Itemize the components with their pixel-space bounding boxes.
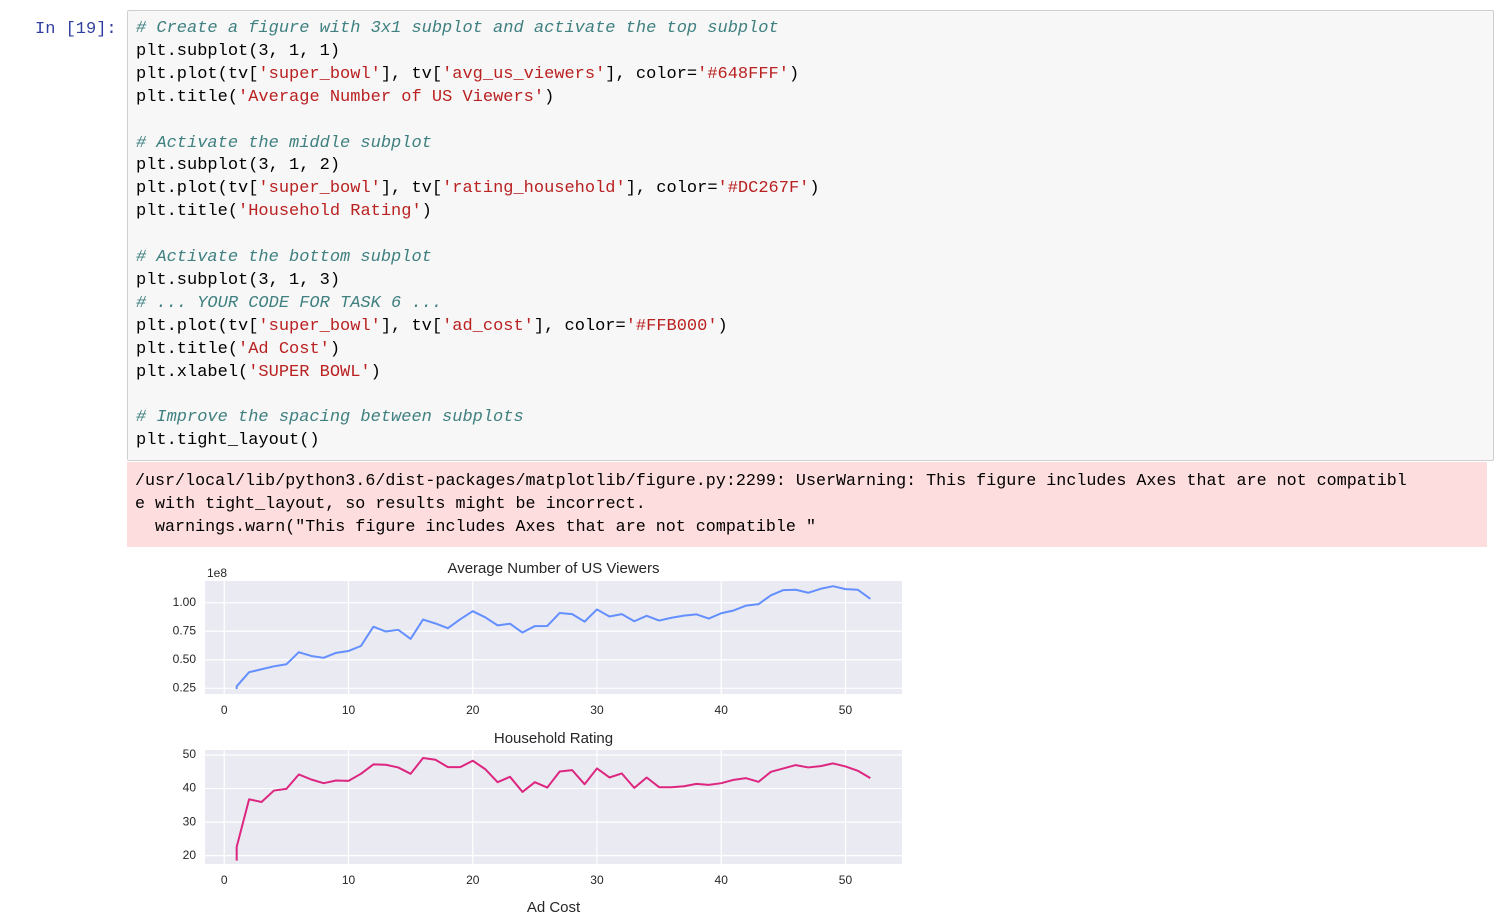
chart-title: Ad Cost (527, 899, 581, 915)
code-token: ], color= (625, 179, 718, 199)
code-line: plt.title('Household Rating') (136, 201, 1485, 224)
code-token: plt.plot(tv[ (136, 316, 259, 336)
chart-title: Household Rating (494, 730, 613, 747)
plot-area (205, 581, 902, 694)
code-string: 'Ad Cost' (238, 339, 330, 359)
code-string: '#648FFF' (697, 64, 789, 84)
y-tick-label: 50 (183, 747, 197, 761)
code-token: plt.subplot(3, 1, 1) (136, 41, 341, 61)
code-token: ], tv[ (380, 316, 443, 336)
x-tick-label: 20 (466, 873, 480, 887)
code-block: # Improve the spacing between subplots pl… (136, 407, 1485, 453)
code-line: # ... YOUR CODE FOR TASK 6 ... (136, 293, 1485, 316)
code-token: ) (544, 87, 555, 107)
data-line (235, 585, 871, 689)
x-tick-label: 30 (590, 873, 604, 887)
code-block: # Activate the bottom subplot plt.subplot… (136, 247, 1485, 384)
code-token: ) (421, 202, 432, 222)
code-token: ) (329, 339, 341, 359)
code-token: ) (809, 179, 820, 199)
code-cell[interactable]: # Create a figure with 3x1 subplot and a… (127, 10, 1494, 462)
y-tick-label: 0.75 (173, 623, 197, 637)
code-token: ], color= (533, 316, 626, 336)
x-tick-label: 20 (466, 703, 480, 717)
x-tick-label: 50 (839, 703, 853, 717)
x-tick-label: 10 (342, 703, 356, 717)
stderr-line: /usr/local/lib/python3.6/dist-packages/m… (135, 472, 1407, 491)
code-string: 'ad_cost' (442, 316, 534, 336)
code-comment: # Activate the bottom subplot (136, 248, 432, 268)
axis-offset: 1e8 (207, 566, 227, 580)
code-block: # Create a figure with 3x1 subplot and a… (136, 18, 1485, 110)
code-line: plt.plot(tv['super_bowl'], tv['ad_cost']… (136, 316, 1485, 339)
code-line: # Create a figure with 3x1 subplot and a… (136, 18, 1485, 41)
x-tick-label: 10 (342, 873, 356, 887)
code-line: plt.subplot(3, 1, 1) (136, 41, 1485, 64)
code-string: 'SUPER BOWL' (248, 362, 371, 382)
code-string: 'rating_household' (442, 179, 626, 199)
code-line: # Activate the bottom subplot (136, 247, 1485, 270)
code-string: 'super_bowl' (258, 316, 381, 336)
chart-title: Average Number of US Viewers (447, 560, 659, 577)
code-block: # Activate the middle subplot plt.subplot… (136, 133, 1485, 225)
code-token: plt.title( (136, 339, 239, 359)
code-token: plt.plot(tv[ (136, 64, 259, 84)
x-tick-label: 40 (715, 703, 729, 717)
stderr-line: warnings.warn("This figure includes Axes… (135, 518, 816, 537)
code-token: ], tv[ (380, 64, 443, 84)
y-tick-label: 40 (183, 781, 197, 795)
code-line: plt.xlabel('SUPER BOWL') (136, 362, 1485, 385)
code-line: plt.tight_layout() (136, 430, 1485, 453)
code-token: plt.title( (136, 87, 239, 107)
x-tick-label: 50 (839, 873, 853, 887)
code-token: ) (717, 316, 728, 336)
code-string: 'super_bowl' (258, 64, 381, 84)
code-string: 'super_bowl' (258, 179, 381, 199)
code-token: plt.tight_layout() (136, 431, 320, 451)
code-string: '#DC267F' (717, 179, 810, 199)
code-line: plt.subplot(3, 1, 3) (136, 270, 1485, 293)
code-comment: # ... YOUR CODE FOR TASK 6 ... (136, 293, 443, 313)
code-token: plt.subplot(3, 1, 2) (136, 156, 341, 176)
code-token: ) (788, 64, 800, 84)
code-comment: # Activate the middle subplot (136, 133, 432, 153)
stderr-line: e with tight_layout, so results might be… (135, 495, 646, 514)
code-token: plt.title( (136, 202, 239, 222)
code-string: 'avg_us_viewers' (442, 64, 606, 84)
x-tick-label: 0 (221, 703, 228, 717)
code-line: plt.title('Ad Cost') (136, 339, 1485, 362)
data-line (235, 757, 871, 861)
code-line: plt.plot(tv['super_bowl'], tv['avg_us_vi… (136, 64, 1485, 87)
y-tick-label: 0.50 (173, 652, 197, 666)
code-token: plt.xlabel( (136, 362, 249, 382)
code-line: # Improve the spacing between subplots (136, 407, 1485, 430)
stderr-output: /usr/local/lib/python3.6/dist-packages/m… (127, 462, 1487, 547)
code-comment: # Improve the spacing between subplots (136, 408, 524, 428)
x-tick-label: 40 (715, 873, 729, 887)
code-token: ], tv[ (380, 179, 443, 199)
y-tick-label: 20 (183, 848, 197, 862)
code-string: 'Household Rating' (238, 202, 422, 222)
code-token: plt.subplot(3, 1, 3) (136, 270, 341, 290)
code-line: # Activate the middle subplot (136, 133, 1485, 156)
y-tick-label: 1.00 (173, 595, 197, 609)
code-token: ], color= (605, 64, 698, 84)
plot-area (205, 750, 902, 864)
cell-prompt: In [19]: (35, 20, 117, 39)
x-tick-label: 0 (221, 873, 228, 887)
code-token: plt.plot(tv[ (136, 179, 259, 199)
code-line: plt.title('Average Number of US Viewers'… (136, 87, 1485, 110)
x-tick-label: 30 (590, 703, 604, 717)
y-tick-label: 30 (183, 814, 197, 828)
y-tick-label: 0.25 (173, 680, 197, 694)
code-token: ) (370, 362, 381, 382)
code-string: '#FFB000' (625, 316, 718, 336)
code-line: plt.subplot(3, 1, 2) (136, 155, 1485, 178)
code-line: plt.plot(tv['super_bowl'], tv['rating_ho… (136, 178, 1485, 201)
code-string: 'Average Number of US Viewers' (238, 87, 545, 107)
code-comment: # Create a figure with 3x1 subplot and a… (136, 19, 779, 38)
